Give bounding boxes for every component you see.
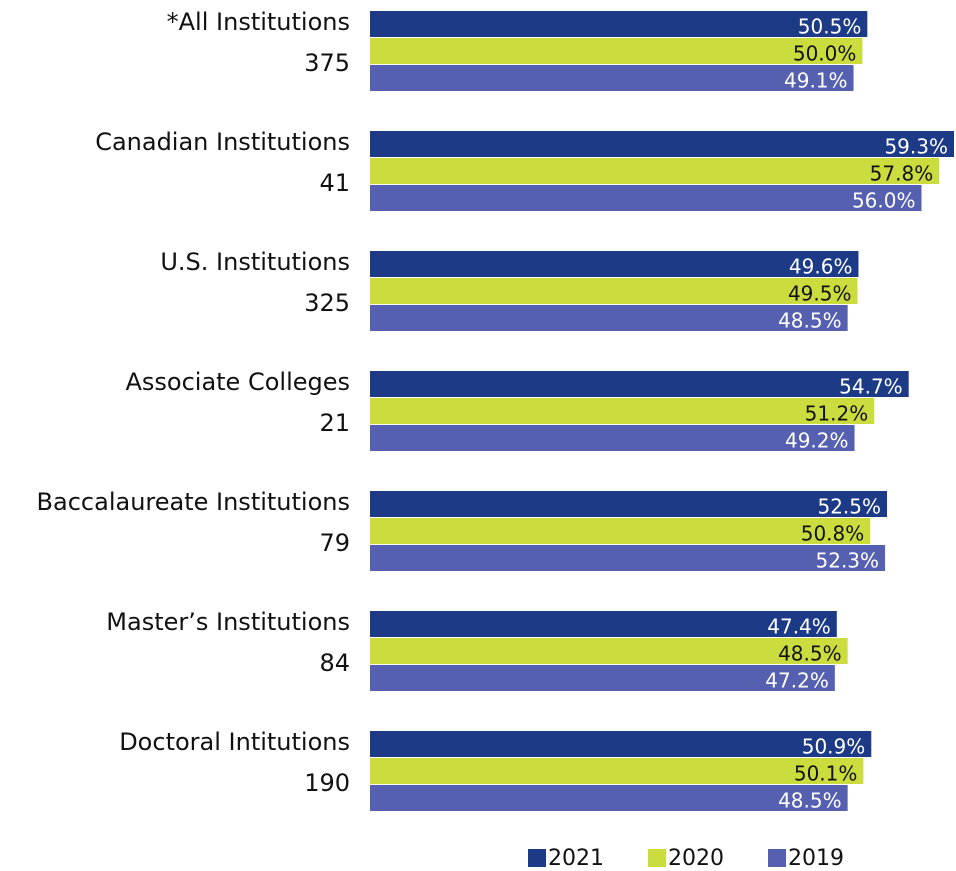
value-label: 48.5% [778, 642, 842, 666]
value-label: 49.2% [785, 429, 849, 453]
value-label: 47.4% [767, 615, 831, 639]
legend-label: 2021 [548, 846, 604, 871]
bar [370, 731, 872, 757]
bar [370, 425, 855, 451]
value-label: 47.2% [765, 669, 829, 693]
value-label: 49.5% [788, 282, 852, 306]
legend-swatch [528, 849, 546, 867]
bar [370, 185, 922, 211]
legend-label: 2019 [788, 846, 844, 871]
category-count: 41 [319, 169, 350, 197]
bar [370, 11, 868, 37]
category-label: *All Institutions [167, 8, 350, 36]
bar [370, 371, 909, 397]
value-label: 50.0% [793, 42, 857, 66]
category-count: 190 [304, 769, 350, 797]
value-label: 48.5% [778, 789, 842, 813]
bar [370, 398, 875, 424]
bar [370, 65, 854, 91]
legend-label: 2020 [668, 846, 724, 871]
bar [370, 131, 954, 157]
legend-swatch [648, 849, 666, 867]
bar [370, 785, 848, 811]
bar [370, 305, 848, 331]
bar [370, 518, 871, 544]
category-label: Canadian Institutions [95, 128, 350, 156]
bar [370, 758, 864, 784]
category-label: U.S. Institutions [160, 248, 350, 276]
value-label: 50.1% [794, 762, 858, 786]
category-count: 375 [304, 49, 350, 77]
bar [370, 638, 848, 664]
value-label: 49.1% [784, 69, 848, 93]
value-label: 49.6% [789, 255, 853, 279]
value-label: 52.3% [816, 549, 880, 573]
legend-swatch [768, 849, 786, 867]
value-label: 56.0% [852, 189, 916, 213]
category-label: Doctoral Intitutions [119, 728, 350, 756]
category-label: Master’s Institutions [106, 608, 350, 636]
bar [370, 665, 835, 691]
bar [370, 158, 940, 184]
bar [370, 38, 863, 64]
bar [370, 251, 859, 277]
value-label: 50.8% [801, 522, 865, 546]
value-label: 48.5% [778, 309, 842, 333]
category-count: 21 [319, 409, 350, 437]
category-count: 325 [304, 289, 350, 317]
value-label: 54.7% [839, 375, 903, 399]
bar [370, 545, 886, 571]
category-label: Associate Colleges [125, 368, 350, 396]
bar [370, 278, 858, 304]
value-label: 50.5% [798, 15, 862, 39]
value-label: 52.5% [817, 495, 881, 519]
bar [370, 491, 888, 517]
bar [370, 611, 837, 637]
value-label: 50.9% [802, 735, 866, 759]
category-count: 84 [319, 649, 350, 677]
value-label: 57.8% [870, 162, 934, 186]
value-label: 51.2% [805, 402, 869, 426]
category-label: Baccalaureate Institutions [37, 488, 350, 516]
value-label: 59.3% [884, 135, 948, 159]
category-count: 79 [319, 529, 350, 557]
